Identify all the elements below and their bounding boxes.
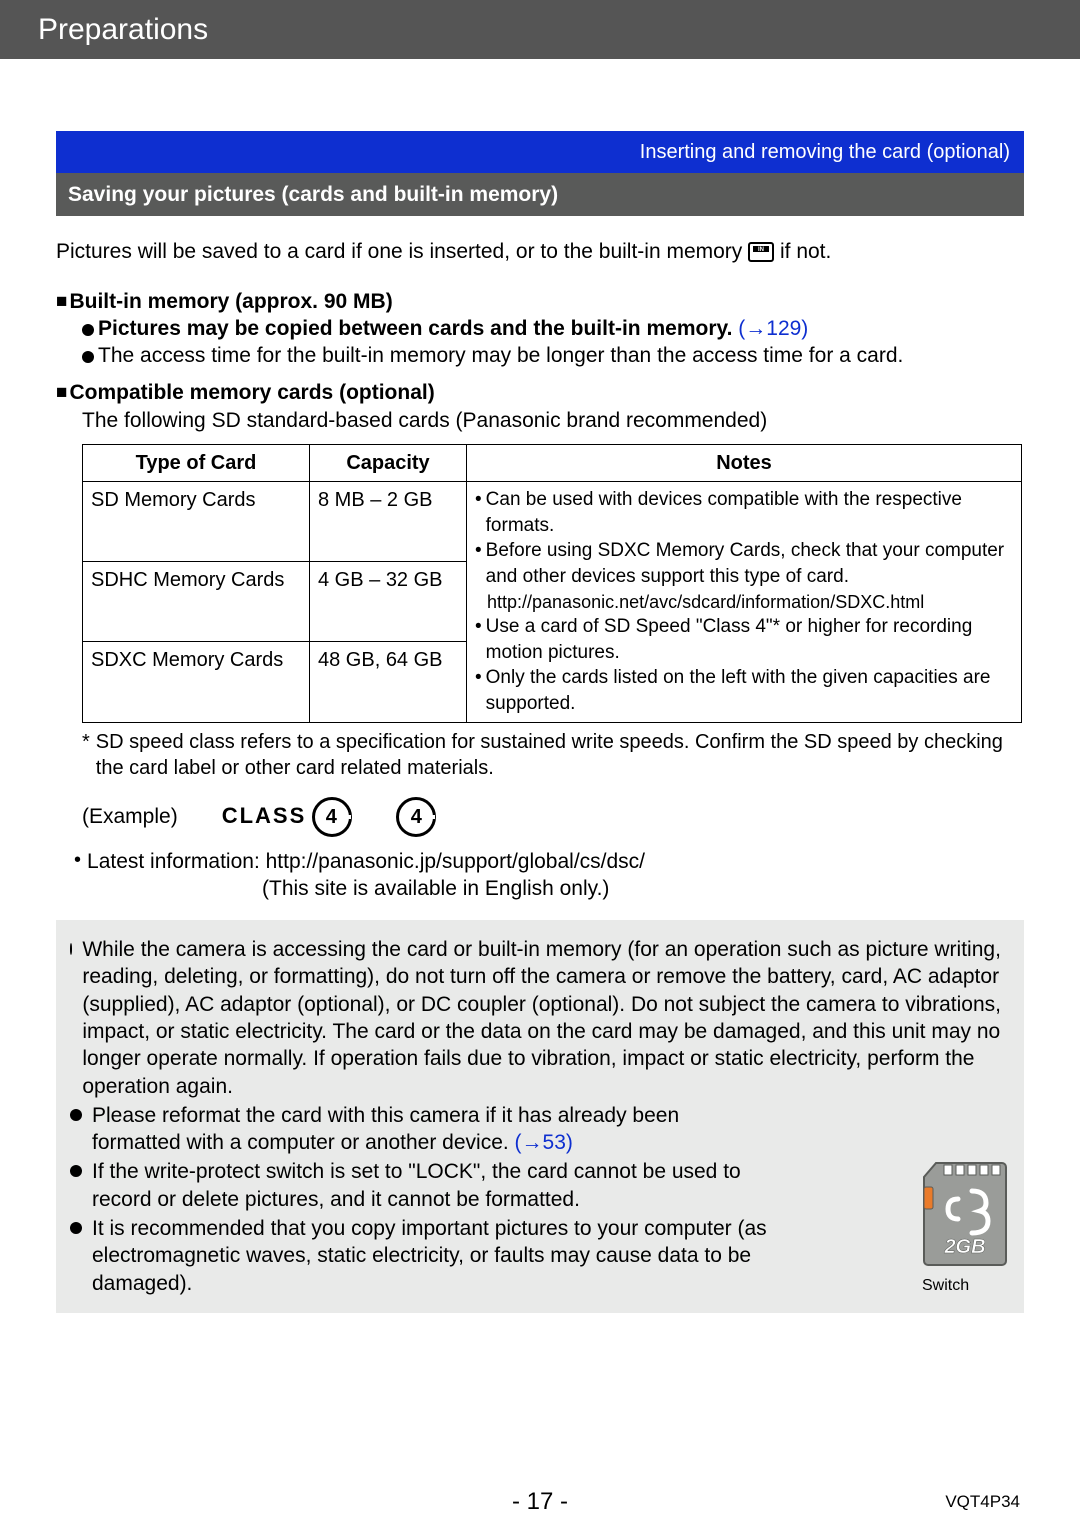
cell-type: SDHC Memory Cards (83, 562, 310, 642)
svg-text:IN: IN (758, 247, 764, 253)
cell-type: SDXC Memory Cards (83, 642, 310, 722)
latest-info: •Latest information: http://panasonic.jp… (74, 847, 1024, 903)
in-memory-icon: IN (748, 242, 774, 269)
page-ref-link[interactable]: (→53) (515, 1131, 573, 1154)
caution-item: If the write-protect switch is set to "L… (70, 1158, 1010, 1213)
cell-notes: •Can be used with devices compatible wit… (467, 482, 1022, 722)
cell-cap: 48 GB, 64 GB (310, 642, 467, 722)
section-header: Preparations (0, 0, 1080, 59)
example-label: (Example) (82, 803, 178, 830)
th-type: Type of Card (83, 445, 310, 482)
sd-card-illustration: 2GB Switch (922, 1161, 1008, 1297)
sec1-heading: ■Built-in memory (approx. 90 MB) (56, 288, 1024, 315)
intro-pre: Pictures will be saved to a card if one … (56, 240, 748, 263)
switch-label: Switch (922, 1276, 1008, 1297)
cell-type: SD Memory Cards (83, 482, 310, 562)
caution-item: It is recommended that you copy importan… (70, 1215, 1010, 1297)
latest-sub: (This site is available in English only.… (262, 875, 1024, 902)
card-table: Type of Card Capacity Notes SD Memory Ca… (82, 444, 1022, 722)
sec1-bullet2: The access time for the built-in memory … (82, 342, 1024, 369)
th-capacity: Capacity (310, 445, 467, 482)
cell-cap: 8 MB – 2 GB (310, 482, 467, 562)
caution-item: While the camera is accessing the card o… (70, 936, 1010, 1100)
th-notes: Notes (467, 445, 1022, 482)
example-row: (Example) CLASS4 4 (82, 797, 1024, 837)
class4-logo-wide: CLASS4 (222, 797, 353, 837)
intro-post: if not. (780, 240, 831, 263)
cell-cap: 4 GB – 32 GB (310, 562, 467, 642)
sec2-heading: ■Compatible memory cards (optional) (56, 379, 1024, 406)
subsection-bar: Saving your pictures (cards and built-in… (56, 173, 1024, 216)
svg-text:2GB: 2GB (943, 1236, 985, 1258)
page-number: - 17 - (0, 1486, 1080, 1517)
caution-item: Please reformat the card with this camer… (70, 1102, 1010, 1157)
footnote: *SD speed class refers to a specificatio… (82, 729, 1024, 781)
sec1-bullet1: Pictures may be copied between cards and… (82, 315, 1024, 342)
topic-tag: Inserting and removing the card (optiona… (56, 131, 1024, 173)
table-row: SD Memory Cards 8 MB – 2 GB •Can be used… (83, 482, 1022, 562)
intro-text: Pictures will be saved to a card if one … (56, 238, 1024, 269)
table-header-row: Type of Card Capacity Notes (83, 445, 1022, 482)
doc-code: VQT4P34 (945, 1491, 1020, 1513)
caution-box: While the camera is accessing the card o… (56, 920, 1024, 1313)
sec2-intro: The following SD standard-based cards (P… (82, 407, 1024, 434)
page-ref-link[interactable]: (→129) (738, 317, 808, 340)
class4-logo-circle: 4 (396, 797, 436, 837)
